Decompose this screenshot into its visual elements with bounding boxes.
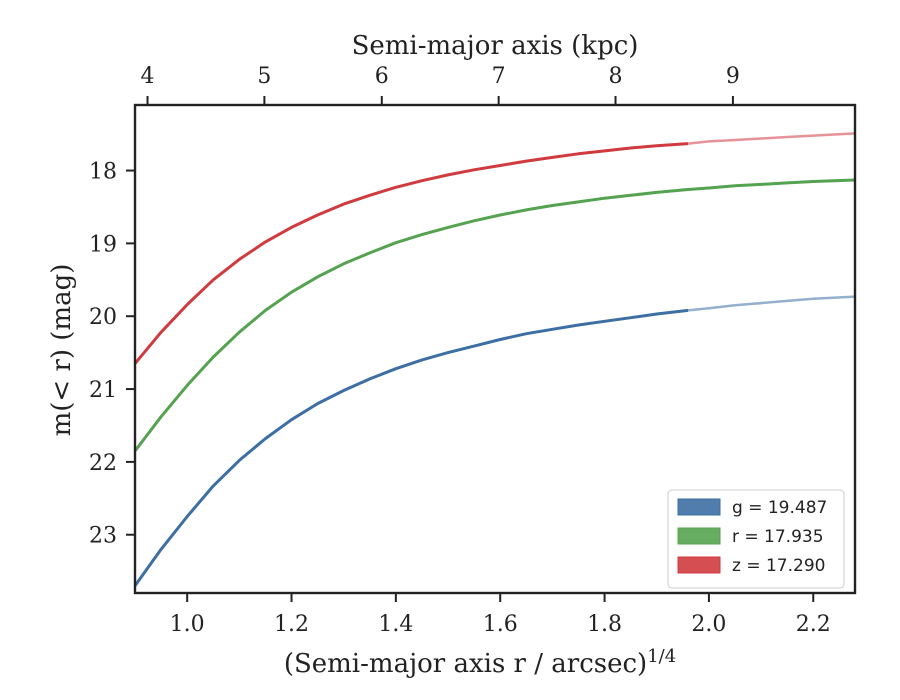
legend-swatch	[677, 556, 721, 574]
x-tick-label: 2.2	[796, 612, 831, 637]
y-tick-label: 22	[89, 451, 117, 476]
legend-label: r = 17.935	[732, 527, 824, 547]
series-curves	[133, 132, 856, 587]
legend: g = 19.487 r = 17.935 z = 17.290	[667, 489, 845, 589]
y-tick-label: 23	[89, 524, 117, 549]
legend-label: g = 19.487	[732, 498, 827, 518]
series-line-0	[133, 308, 689, 587]
x-tick-label: 1.4	[378, 612, 413, 637]
y-tick-label: 19	[89, 232, 117, 257]
bottom-axis-title-text: (Semi-major axis r / arcsec)	[284, 649, 647, 679]
x2-tick-label: 8	[609, 64, 623, 89]
x2-tick-label: 5	[257, 64, 271, 89]
x-tick-label: 1.2	[274, 612, 309, 637]
left-axis-title: m(< r) (mag)	[47, 264, 77, 437]
bottom-axis-title-superscript: 1/4	[647, 646, 676, 667]
bottom-axis-ticks: 1.0 1.2 1.4 1.6 1.8 2.0 2.2	[170, 593, 831, 637]
x-tick-label: 1.8	[587, 612, 622, 637]
bottom-axis-title: (Semi-major axis r / arcsec)1/4	[284, 646, 676, 679]
x2-tick-label: 6	[375, 64, 389, 89]
y-tick-label: 21	[89, 378, 117, 403]
legend-label: z = 17.290	[732, 556, 825, 576]
legend-items: g = 19.487 r = 17.935 z = 17.290	[677, 498, 827, 576]
x2-tick-label: 9	[726, 64, 740, 89]
y-tick-label: 18	[89, 160, 117, 185]
y-tick-label: 20	[89, 305, 117, 330]
x2-tick-label: 7	[492, 64, 506, 89]
top-axis-title: Semi-major axis (kpc)	[352, 31, 639, 61]
legend-swatch	[677, 527, 721, 545]
x-tick-label: 1.6	[483, 612, 518, 637]
x-tick-label: 2.0	[691, 612, 726, 637]
plot-frame	[133, 103, 857, 595]
legend-swatch	[677, 498, 721, 516]
series-line-1	[133, 178, 856, 452]
x-tick-label: 1.0	[170, 612, 205, 637]
series-line-2	[133, 142, 689, 365]
left-axis-ticks: 18 19 20 21 22 23	[89, 160, 135, 549]
top-axis-ticks: 4 5 6 7 8 9	[141, 64, 740, 105]
x2-tick-label: 4	[141, 64, 155, 89]
series-line-extrapolated-1	[134, 178, 856, 452]
